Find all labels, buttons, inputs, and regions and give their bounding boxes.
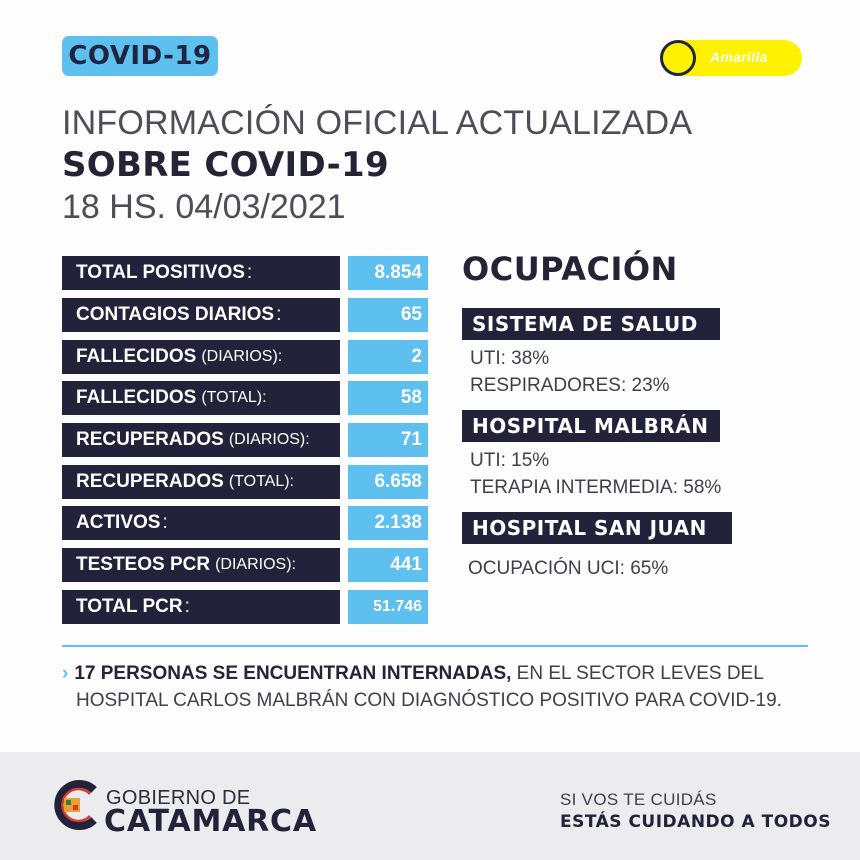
stat-value: 58 <box>348 381 428 415</box>
stat-value: 2 <box>348 340 428 374</box>
divider <box>62 645 808 647</box>
alert-level-label: Amarilla <box>710 49 768 65</box>
stat-value: 2.138 <box>348 506 428 540</box>
arrow-right-icon: › <box>62 663 69 684</box>
stat-row: RECUPERADOS (TOTAL): 6.658 <box>62 465 428 499</box>
stat-row: CONTAGIOS DIARIOS: 65 <box>62 298 428 332</box>
stat-label: RECUPERADOS (DIARIOS): <box>62 423 340 457</box>
stat-label: TOTAL PCR: <box>62 590 340 624</box>
logo-text-top: GOBIERNO DE <box>106 787 251 809</box>
page-title-line1: INFORMACIÓN OFICIAL ACTUALIZADA <box>62 104 693 142</box>
note-rest: EN EL SECTOR LEVES DEL <box>511 663 764 684</box>
logo-text-bottom: CATAMARCA <box>104 804 317 839</box>
stat-row: TESTEOS PCR (DIARIOS): 441 <box>62 548 428 582</box>
catamarca-logo-icon <box>54 780 97 830</box>
covid-badge: COVID-19 <box>62 36 218 76</box>
stat-value: 71 <box>348 423 428 457</box>
stat-value: 6.658 <box>348 465 428 499</box>
sistema-salud-respiradores: RESPIRADORES: 23% <box>470 375 670 396</box>
stat-value: 65 <box>348 298 428 332</box>
stat-label: CONTAGIOS DIARIOS: <box>62 298 340 332</box>
sistema-salud-header: SISTEMA DE SALUD <box>462 308 720 340</box>
alert-level-badge: Amarilla <box>660 40 802 76</box>
page-title-line2: SOBRE COVID-19 <box>62 145 389 185</box>
ocupacion-title: OCUPACIÓN <box>462 250 678 288</box>
stat-label: FALLECIDOS (DIARIOS): <box>62 340 340 374</box>
stat-label: FALLECIDOS (TOTAL): <box>62 381 340 415</box>
footer <box>0 752 860 860</box>
stat-row: TOTAL PCR: 51.746 <box>62 590 428 624</box>
stat-label: ACTIVOS: <box>62 506 340 540</box>
internados-note: › 17 PERSONAS SE ENCUENTRAN INTERNADAS, E… <box>62 660 822 714</box>
note-strong: 17 PERSONAS SE ENCUENTRAN INTERNADAS, <box>74 663 512 684</box>
stat-label: TESTEOS PCR (DIARIOS): <box>62 548 340 582</box>
stat-row: ACTIVOS: 2.138 <box>62 506 428 540</box>
note-line2: HOSPITAL CARLOS MALBRÁN CON DIAGNÓSTICO … <box>76 690 782 711</box>
sistema-salud-uti: UTI: 38% <box>470 348 550 369</box>
alert-level-dot-icon <box>660 40 696 76</box>
stat-value: 51.746 <box>348 590 428 624</box>
stat-label: RECUPERADOS (TOTAL): <box>62 465 340 499</box>
hospital-san-juan-uci: OCUPACIÓN UCI: 65% <box>468 558 669 579</box>
hospital-malbran-uti: UTI: 15% <box>470 450 550 471</box>
hospital-san-juan-header: HOSPITAL SAN JUAN <box>462 512 732 544</box>
stat-row: TOTAL POSITIVOS: 8.854 <box>62 256 428 290</box>
stat-value: 8.854 <box>348 256 428 290</box>
hospital-malbran-header: HOSPITAL MALBRÁN <box>462 410 720 442</box>
hospital-malbran-terapia: TERAPIA INTERMEDIA: 58% <box>470 477 722 498</box>
stat-row: FALLECIDOS (TOTAL): 58 <box>62 381 428 415</box>
stat-row: FALLECIDOS (DIARIOS): 2 <box>62 340 428 374</box>
slogan-line2: ESTÁS CUIDANDO A TODOS <box>560 812 831 832</box>
slogan-line1: SI VOS TE CUIDÁS <box>560 790 717 809</box>
stat-value: 441 <box>348 548 428 582</box>
stat-row: RECUPERADOS (DIARIOS): 71 <box>62 423 428 457</box>
report-date: 18 HS. 04/03/2021 <box>62 188 346 226</box>
stat-label: TOTAL POSITIVOS: <box>62 256 340 290</box>
